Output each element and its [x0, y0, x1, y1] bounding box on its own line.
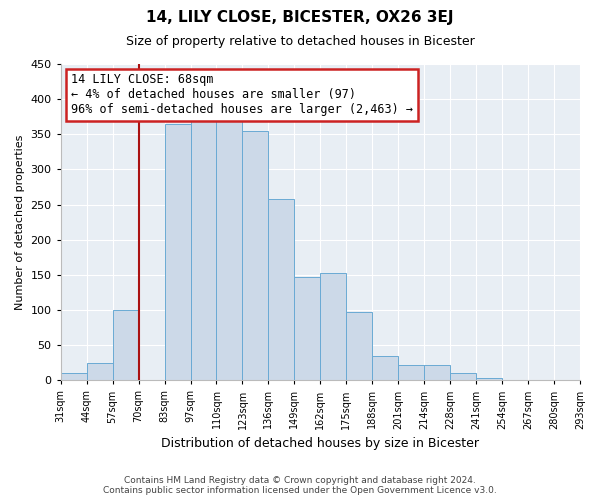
Bar	[295, 277, 320, 380]
Y-axis label: Number of detached properties: Number of detached properties	[15, 134, 25, 310]
Bar	[217, 116, 242, 380]
Bar	[113, 310, 139, 380]
Bar	[164, 124, 191, 380]
Bar	[398, 365, 424, 380]
Bar	[424, 365, 450, 380]
Text: 14 LILY CLOSE: 68sqm
← 4% of detached houses are smaller (97)
96% of semi-detach: 14 LILY CLOSE: 68sqm ← 4% of detached ho…	[71, 74, 413, 116]
Bar	[346, 312, 372, 380]
Text: Contains HM Land Registry data © Crown copyright and database right 2024.
Contai: Contains HM Land Registry data © Crown c…	[103, 476, 497, 495]
Bar	[61, 373, 86, 380]
Bar	[476, 378, 502, 380]
Bar	[450, 372, 476, 380]
Bar	[320, 272, 346, 380]
X-axis label: Distribution of detached houses by size in Bicester: Distribution of detached houses by size …	[161, 437, 479, 450]
Text: Size of property relative to detached houses in Bicester: Size of property relative to detached ho…	[125, 35, 475, 48]
Bar	[86, 362, 113, 380]
Bar	[372, 356, 398, 380]
Bar	[242, 131, 268, 380]
Text: 14, LILY CLOSE, BICESTER, OX26 3EJ: 14, LILY CLOSE, BICESTER, OX26 3EJ	[146, 10, 454, 25]
Bar	[191, 120, 217, 380]
Bar	[268, 199, 295, 380]
